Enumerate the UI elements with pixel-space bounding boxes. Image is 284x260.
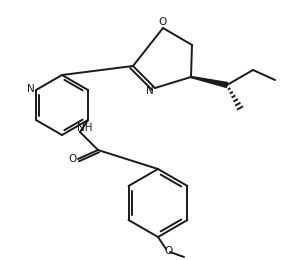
Text: O: O	[158, 17, 166, 27]
Text: N: N	[146, 86, 154, 96]
Polygon shape	[191, 76, 227, 87]
Text: O: O	[68, 154, 76, 164]
Text: O: O	[164, 246, 172, 256]
Text: NH: NH	[77, 123, 93, 133]
Text: N: N	[27, 84, 35, 94]
